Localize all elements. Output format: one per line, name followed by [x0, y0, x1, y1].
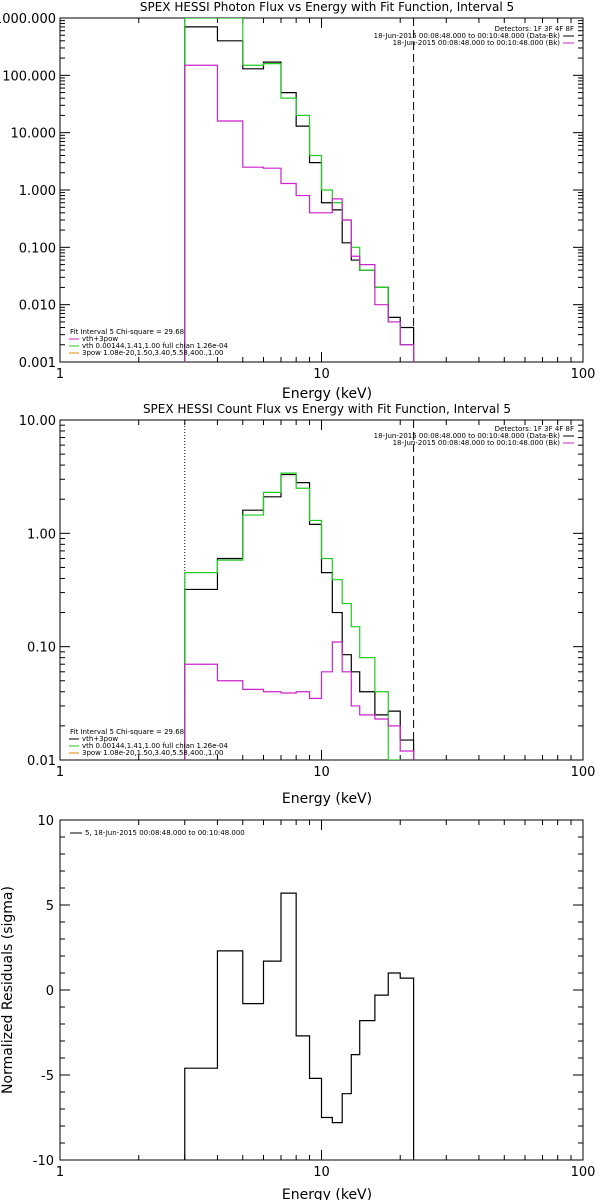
panel2-legend-3pow: 3pow 1.08e-20,1.50,3.40,5.58,400.,1.00: [82, 749, 224, 757]
panel2-title: SPEX HESSI Count Flux vs Energy with Fit…: [143, 402, 511, 416]
panel2-legend-top: Detectors: 1F 3F 4F 8F 18-Jun-2015 00:08…: [374, 425, 574, 447]
panel1-legend-top: Detectors: 1F 3F 4F 8F 18-Jun-2015 00:08…: [374, 25, 574, 47]
panel2-plot-frame: [59, 419, 584, 761]
panel2-reference-lines: [184, 420, 415, 760]
y-tick-label: 0.010: [19, 299, 56, 314]
panel2-legend-bk: 18-Jun-2015 00:08:48.000 to 00:10:48.000…: [393, 439, 561, 447]
y-tick-label: 1000.000: [0, 12, 56, 27]
y-tick-label: -5: [41, 1069, 54, 1084]
panel1-legend-vth: vth 0.00144,1.41,1.00 full chian 1.26e-0…: [82, 342, 228, 350]
x-tick-label: 10: [313, 1165, 330, 1180]
y-tick-label: 10: [37, 814, 54, 829]
panel2-legend-detectors: Detectors: 1F 3F 4F 8F: [495, 425, 574, 433]
panel3-legend-interval: 5, 18-Jun-2015 00:08:48.000 to 00:10:48.…: [85, 829, 245, 837]
panel2-legend-model: vth+3pow: [82, 735, 118, 743]
series-black-line: [184, 892, 415, 1160]
x-tick-label: 100: [571, 367, 596, 382]
x-tick-label: 100: [571, 765, 596, 780]
series-magenta-line: [184, 64, 415, 362]
panel2-axis-ticks: [59, 419, 583, 761]
panel3-x-tick-labels: 1 10 100: [56, 1165, 596, 1180]
panel1-legend-data-bk: 18-Jun-2015 00:08:48.000 to 00:10:48.000…: [374, 32, 561, 40]
y-tick-label: 0.100: [19, 241, 56, 256]
y-tick-label: 1.00: [27, 527, 56, 542]
panel1-reference-lines: [184, 18, 415, 362]
panel3-legend: 5, 18-Jun-2015 00:08:48.000 to 00:10:48.…: [70, 829, 245, 837]
y-tick-label: 10.000: [11, 127, 57, 142]
panel3-x-axis-label: Energy (keV): [282, 1187, 372, 1200]
panel1-legend-model: vth+3pow: [82, 335, 118, 343]
panel2-x-tick-labels: 1 10 100: [56, 765, 596, 780]
panel1-x-axis-label: Energy (keV): [282, 386, 372, 402]
panel2-series: [184, 472, 415, 760]
panel1-x-tick-labels: 1 10 100: [56, 367, 596, 382]
panel1-legend-fit: Fit Interval 5 Chi-square = 29.68: [70, 328, 184, 336]
panel1-title: SPEX HESSI Photon Flux vs Energy with Fi…: [140, 0, 514, 14]
x-tick-label: 1: [56, 367, 64, 382]
series-green-line: [184, 18, 415, 362]
panel1-series: [184, 18, 415, 362]
photon-flux-panel: SPEX HESSI Photon Flux vs Energy with Fi…: [0, 0, 595, 402]
panel1-legend-bk: 18-Jun-2015 00:08:48.000 to 00:10:48.000…: [393, 39, 561, 47]
series-magenta-line: [184, 641, 415, 760]
y-tick-label: 0.01: [27, 754, 56, 769]
y-tick-label: 0: [46, 984, 54, 999]
panel1-legend-bottom: Fit Interval 5 Chi-square = 29.68 vth+3p…: [69, 328, 228, 357]
y-tick-label: 0.10: [27, 641, 56, 656]
y-tick-label: 100.000: [2, 69, 56, 84]
panel2-legend-data-bk: 18-Jun-2015 00:08:48.000 to 00:10:48.000…: [374, 432, 561, 440]
count-flux-panel: SPEX HESSI Count Flux vs Energy with Fit…: [19, 402, 596, 807]
y-tick-label: 5: [46, 899, 54, 914]
x-tick-label: 1: [56, 1165, 64, 1180]
series-green-line: [184, 472, 401, 760]
panel1-axis-ticks: [59, 17, 583, 363]
panel2-legend-fit: Fit Interval 5 Chi-square = 29.68: [70, 728, 184, 736]
x-tick-label: 100: [571, 1165, 596, 1180]
panel3-series: [184, 892, 415, 1160]
y-tick-label: -10: [33, 1154, 54, 1169]
x-tick-label: 1: [56, 765, 64, 780]
panel2-legend-bottom: Fit Interval 5 Chi-square = 29.68 vth+3p…: [69, 728, 228, 757]
panel3-axis-ticks: [59, 819, 583, 1161]
panel2-y-tick-labels: 0.01 0.10 1.00 10.00: [19, 414, 56, 769]
panel2-legend-vth: vth 0.00144,1.41,1.00 full chian 1.26e-0…: [82, 742, 228, 750]
panel2-x-axis-label: Energy (keV): [282, 791, 372, 807]
y-tick-label: 10.00: [19, 414, 56, 429]
panel1-legend-detectors: Detectors: 1F 3F 4F 8F: [495, 25, 574, 33]
x-tick-label: 10: [313, 367, 330, 382]
x-tick-label: 10: [313, 765, 330, 780]
y-tick-label: 0.001: [19, 356, 56, 371]
series-black-line: [184, 473, 415, 760]
y-tick-label: 1.000: [19, 184, 56, 199]
residuals-panel: 10 5 0 -5 -10 1 10 100 Energy (keV) Normalized…: [0, 814, 595, 1200]
panel3-y-axis-label: Normalized Residuals (sigma): [0, 886, 16, 1094]
panel1-y-tick-labels: 0.001 0.010 0.100 1.000 10.000 100.000 1000.00…: [0, 12, 56, 371]
panel1-legend-3pow: 3pow 1.08e-20,1.50,3.40,5.58,400.,1.00: [82, 349, 224, 357]
panel3-y-tick-labels: 10 5 0 -5 -10: [33, 814, 54, 1169]
